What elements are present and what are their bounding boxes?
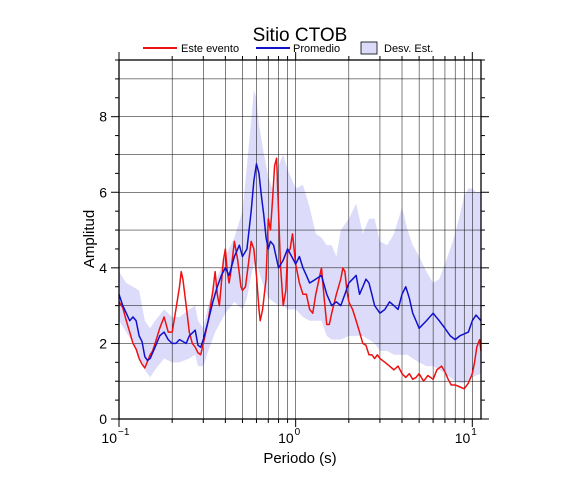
legend: Este evento Promedio Desv. Est. — [143, 41, 433, 55]
x-tick-label-base: 10 — [455, 430, 471, 446]
y-tick-label: 0 — [99, 411, 107, 427]
chart-title: Sitio CTOB — [253, 25, 348, 46]
x-tick-label-exponent: 0 — [295, 427, 301, 438]
grid-lines — [119, 60, 481, 419]
x-tick-label-exponent: 1 — [471, 427, 477, 438]
legend-swatch-box — [360, 41, 378, 55]
y-axis-label: Amplitud — [81, 210, 98, 268]
y-tick-label: 8 — [99, 109, 107, 125]
y-tick-label: 4 — [99, 260, 107, 276]
legend-label: Desv. Est. — [384, 43, 433, 55]
mean-series-line — [118, 163, 482, 362]
axis-ticks — [111, 52, 489, 427]
y-tick-label: 6 — [99, 184, 107, 200]
x-axis-label: Periodo (s) — [263, 450, 336, 467]
plot-frame — [118, 59, 482, 420]
event-series-line — [118, 157, 482, 390]
legend-label: Este evento — [181, 43, 239, 55]
x-tick-label: 10 0 — [278, 427, 301, 446]
x-tick-label: 10 1 — [455, 427, 478, 446]
legend-label: Promedio — [293, 43, 340, 55]
x-tick-label: 10 −1 — [101, 427, 129, 446]
x-tick-label-base: 10 — [278, 430, 294, 446]
x-tick-label-base: 10 — [101, 430, 117, 446]
x-tick-label-exponent: −1 — [118, 427, 130, 438]
std-dev-band — [119, 90, 481, 384]
y-tick-label: 2 — [99, 335, 107, 351]
